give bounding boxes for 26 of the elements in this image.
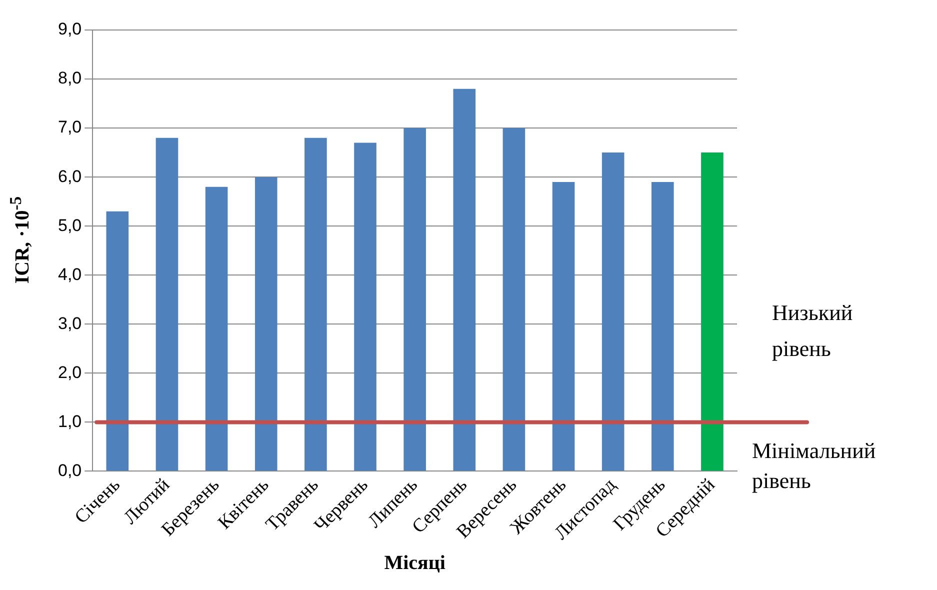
y-tick-label: 7,0 (58, 118, 82, 137)
y-tick-label: 2,0 (58, 362, 82, 382)
y-tick-label: 6,0 (58, 166, 82, 186)
bar (453, 88, 476, 471)
bar (304, 138, 327, 471)
y-tick-label: 8,0 (58, 68, 82, 88)
bar (602, 152, 624, 471)
bar (156, 138, 178, 471)
bar (552, 182, 575, 471)
y-tick-label: 3,0 (58, 314, 82, 333)
bar (354, 142, 376, 471)
y-tick-label: 4,0 (58, 264, 82, 284)
y-tick-label: 5,0 (58, 216, 82, 235)
y-tick-label: 9,0 (58, 20, 82, 39)
bar (106, 211, 129, 471)
y-tick-label: 0,0 (58, 460, 82, 480)
bar (701, 152, 724, 471)
x-axis-title: Місяці (384, 552, 446, 574)
ref-line-label: Мінімальний рівень (752, 438, 876, 493)
bar (651, 182, 674, 471)
text: Низький рівень (772, 300, 853, 362)
bar (205, 186, 228, 471)
bar (502, 128, 526, 471)
bar (404, 128, 426, 471)
y-tick-label: 1,0 (58, 412, 82, 431)
bar (254, 177, 278, 471)
